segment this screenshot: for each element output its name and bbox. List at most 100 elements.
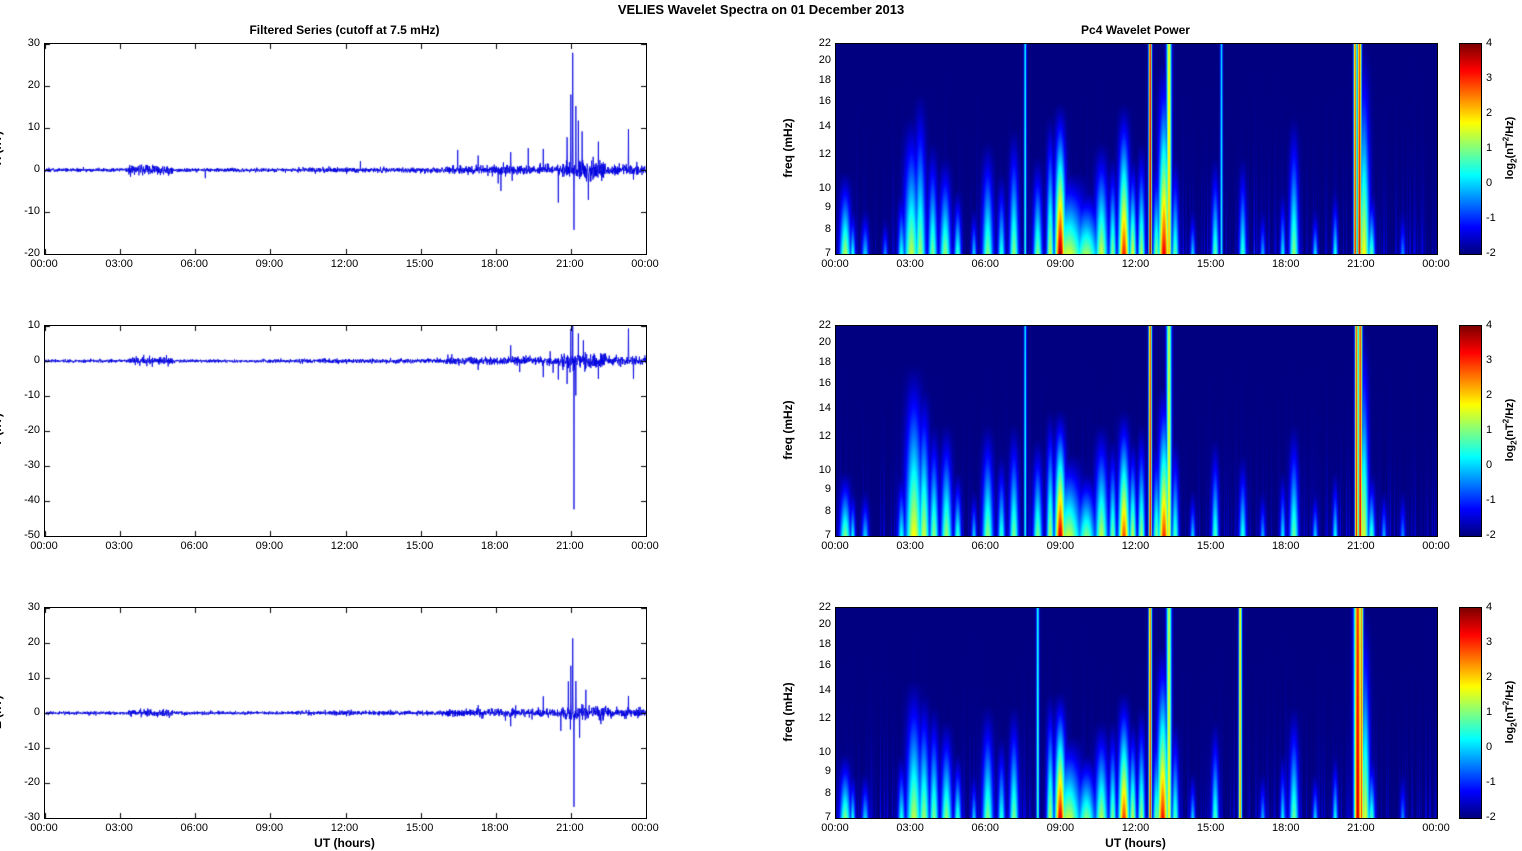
y-tick-label: 8 [824, 786, 831, 799]
x-tick-label: 21:00 [556, 822, 584, 834]
y-tick-label: 22 [818, 601, 831, 613]
x-tick-label: 12:00 [1121, 540, 1150, 552]
y-tick-label: 0 [33, 163, 40, 175]
spectrogram-x-canvas [835, 43, 1438, 255]
x-tick-label: 15:00 [405, 540, 434, 552]
x-tick-label: 18:00 [1271, 822, 1300, 834]
y-tick-label: 16 [818, 659, 831, 672]
colorbar-tick-label: 3 [1486, 72, 1493, 84]
x-tick-label: 15:00 [405, 822, 434, 834]
x-tick-label: 06:00 [180, 822, 209, 834]
colorbar-tick-label: 1 [1486, 424, 1493, 436]
spectrogram-z-canvas [835, 607, 1438, 819]
y-tick-label: 20 [27, 79, 40, 91]
x-tick-label: 06:00 [971, 822, 1000, 834]
panel-title: Pc4 Wavelet Power [1081, 23, 1190, 37]
y-tick-label: 14 [818, 683, 831, 696]
x-tick-label: 18:00 [1271, 258, 1300, 270]
x-tick-label: 00:00 [631, 258, 659, 270]
y-tick-label: -10 [24, 205, 40, 217]
x-tick-label: 15:00 [1196, 258, 1225, 270]
x-tick-label: 06:00 [180, 540, 209, 552]
panel-title: Filtered Series (cutoff at 7.5 mHz) [249, 23, 440, 37]
y-tick-label: 20 [818, 54, 831, 67]
colorbar-tick-label: -2 [1486, 247, 1496, 259]
y-tick-label: 22 [818, 37, 831, 49]
y-tick-label: 10 [27, 671, 40, 683]
y-tick-label: 0 [33, 354, 40, 366]
colorbar-tick-label: 0 [1486, 741, 1493, 753]
y-tick-label: 22 [818, 319, 831, 331]
y-tick-label: -10 [24, 741, 40, 753]
x-tick-label: 21:00 [1347, 540, 1375, 552]
y-tick-label: 20 [27, 636, 40, 648]
y-tick-label: 9 [824, 200, 831, 213]
y-tick-label: 10 [818, 745, 831, 758]
colorbar-tick-label: 3 [1486, 354, 1493, 366]
timeseries-x-canvas [44, 43, 647, 255]
x-tick-label: 15:00 [1196, 822, 1225, 834]
colorbar-label-sub: 2 [1509, 440, 1519, 445]
y-tick-label: 16 [818, 377, 831, 390]
x-tick-label: 18:00 [1271, 540, 1300, 552]
x-tick-label: 03:00 [896, 822, 924, 834]
colorbar-tick-label: 2 [1486, 671, 1493, 683]
spectrogram-z-panel: freq (mHz) UT (hours) 00:00 03:00 06:00 09:… [781, 601, 1450, 850]
x-axis-label: UT (hours) [1105, 836, 1166, 850]
colorbar-tick-label: 1 [1486, 706, 1493, 718]
y-tick-label: 9 [824, 764, 831, 777]
x-tick-label: 00:00 [631, 822, 659, 834]
x-tick-label: 21:00 [1347, 822, 1375, 834]
colorbar-tick-label: 2 [1486, 389, 1493, 401]
y-tick-label: -40 [24, 494, 40, 506]
colorbar-label-sub: 2 [1509, 722, 1519, 727]
x-tick-label: 12:00 [330, 540, 359, 552]
y-tick-label: 12 [818, 712, 831, 725]
colorbar-canvas [1459, 325, 1482, 537]
y-tick-label: -30 [24, 811, 40, 823]
y-tick-label: 18 [818, 637, 831, 650]
x-tick-label: 12:00 [330, 258, 359, 270]
y-tick-label: 7 [824, 811, 831, 823]
y-tick-label: -20 [24, 776, 40, 788]
y-tick-label: -50 [24, 529, 40, 541]
x-tick-label: 00:00 [631, 540, 659, 552]
x-tick-label: 09:00 [255, 822, 284, 834]
x-tick-label: 12:00 [330, 822, 359, 834]
x-tick-label: 15:00 [405, 258, 434, 270]
y-tick-label: 10 [27, 121, 40, 133]
x-tick-label: 06:00 [971, 540, 1000, 552]
colorbar: log2(nT2/Hz) 4 3 2 1 0 -1 -2 [1459, 601, 1518, 823]
x-tick-label: 09:00 [255, 540, 284, 552]
y-tick-label: 0 [33, 706, 40, 718]
x-tick-label: 09:00 [1046, 540, 1075, 552]
colorbar-tick-label: -2 [1486, 811, 1496, 823]
x-tick-label: 00:00 [30, 258, 58, 270]
y-tick-label: 12 [818, 430, 831, 443]
y-tick-label: 18 [818, 355, 831, 368]
x-tick-label: 00:00 [821, 822, 849, 834]
x-axis-label: UT (hours) [314, 836, 375, 850]
y-tick-label: 7 [824, 529, 831, 541]
x-tick-label: 15:00 [1196, 540, 1225, 552]
x-tick-label: 06:00 [180, 258, 209, 270]
colorbar-tick-label: 3 [1486, 636, 1493, 648]
colorbar-tick-label: 4 [1486, 319, 1493, 331]
colorbar-tick-label: 4 [1486, 37, 1493, 49]
x-tick-label: 18:00 [480, 540, 509, 552]
colorbar-tick-label: 0 [1486, 459, 1493, 471]
y-tick-label: 16 [818, 95, 831, 108]
y-tick-label: -20 [24, 247, 40, 259]
colorbar-tick-label: -1 [1486, 212, 1496, 224]
y-tick-label: 12 [818, 148, 831, 161]
x-tick-label: 00:00 [821, 258, 849, 270]
y-tick-label: 20 [818, 618, 831, 631]
y-tick-label: 10 [27, 319, 40, 331]
colorbar-label-sup: 2 [1501, 700, 1511, 706]
y-tick-label: 14 [818, 119, 831, 132]
x-tick-label: 03:00 [105, 540, 133, 552]
spectrogram-x-panel: Pc4 Wavelet Power freq (mHz) 00:00 03:00 0… [781, 23, 1450, 270]
x-tick-label: 21:00 [556, 258, 584, 270]
colorbar-label-part: /Hz) [1504, 116, 1517, 137]
y-tick-label: 30 [27, 37, 40, 49]
